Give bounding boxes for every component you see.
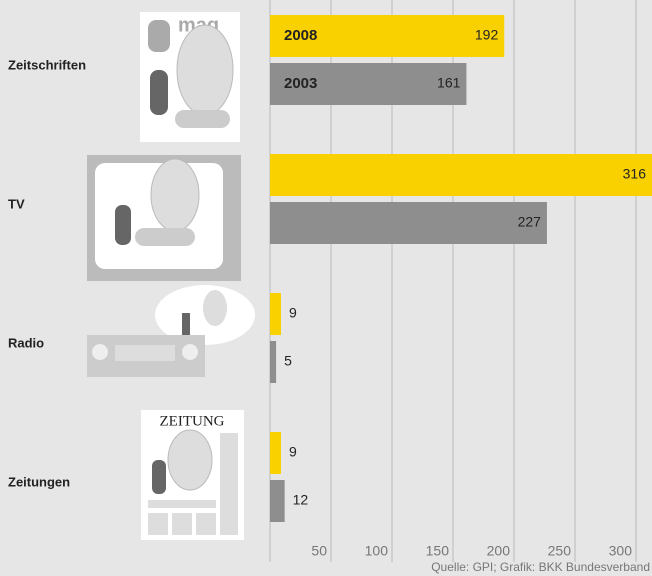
series-label: 2008 [284,27,317,44]
bar [270,202,547,244]
hand [135,228,195,246]
series-label: 2003 [284,75,317,92]
knob [92,344,108,360]
value-label: 192 [475,27,499,43]
bar [270,63,467,105]
x-tick-label: 300 [609,543,633,559]
bar [270,480,285,522]
value-label: 5 [284,353,292,369]
text-block [148,513,168,535]
bar [270,341,277,383]
x-tick-label: 150 [426,543,450,559]
bar [270,154,652,196]
face [176,24,234,116]
category-label: Radio [8,335,44,350]
category-label: Zeitschriften [8,57,86,72]
face [167,429,213,491]
source: Quelle: GPI; Grafik: BKK Bundesverband [431,560,650,574]
illustrations: mag ZEITUNG [87,12,255,540]
value-label: 9 [289,444,297,460]
bar [270,432,281,474]
value-label: 161 [437,75,461,91]
mag-photo [148,20,170,52]
value-label: 227 [518,214,542,230]
face [150,158,200,232]
value-label: 12 [293,492,309,508]
bar [270,293,281,335]
category-label: Zeitungen [8,474,70,489]
bar [270,15,505,57]
microphone [152,460,166,494]
microphone [182,313,190,335]
x-tick-label: 250 [548,543,572,559]
newspaper-title: ZEITUNG [160,413,225,429]
knob [182,344,198,360]
text-block [196,513,216,535]
value-label: 316 [623,166,647,182]
hand [175,110,230,128]
value-label: 9 [289,305,297,321]
category-label: TV [8,196,25,211]
text-block [148,500,216,508]
microphone [115,205,131,245]
tuner [115,345,175,361]
face [203,290,227,326]
microphone [150,70,168,115]
x-tick-label: 100 [365,543,389,559]
column [220,433,238,535]
x-tick-label: 200 [487,543,511,559]
text-block [172,513,192,535]
x-tick-label: 50 [311,543,327,559]
